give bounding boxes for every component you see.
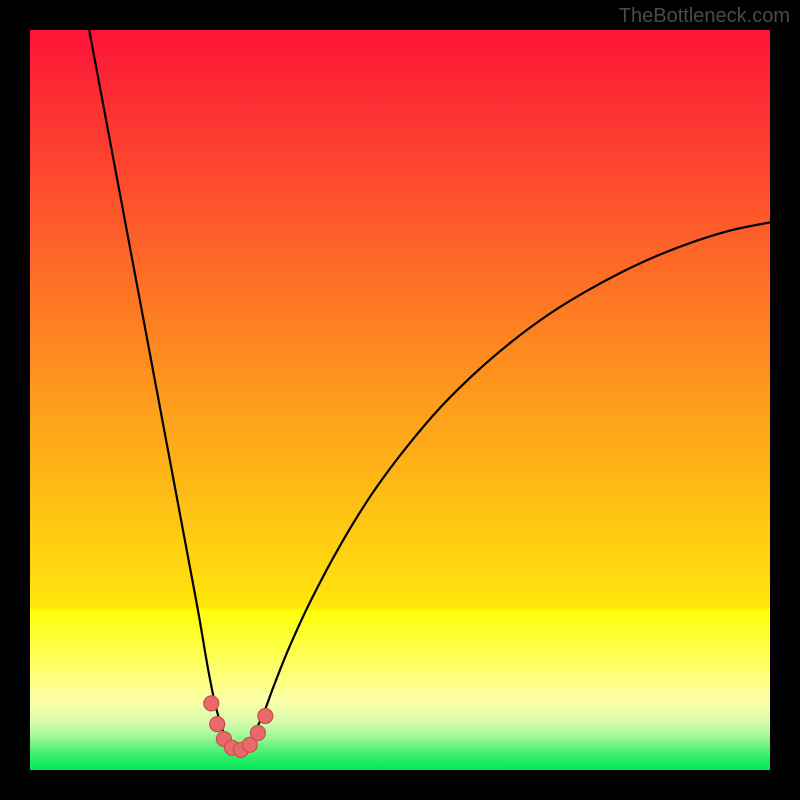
bottleneck-chart-svg [0, 0, 800, 800]
marker-point [258, 708, 273, 723]
marker-point [204, 696, 219, 711]
marker-point [210, 717, 225, 732]
attribution-text: TheBottleneck.com [619, 5, 790, 28]
chart-stage: TheBottleneck.com [0, 0, 800, 800]
marker-point [250, 726, 265, 741]
plot-background [30, 30, 770, 770]
